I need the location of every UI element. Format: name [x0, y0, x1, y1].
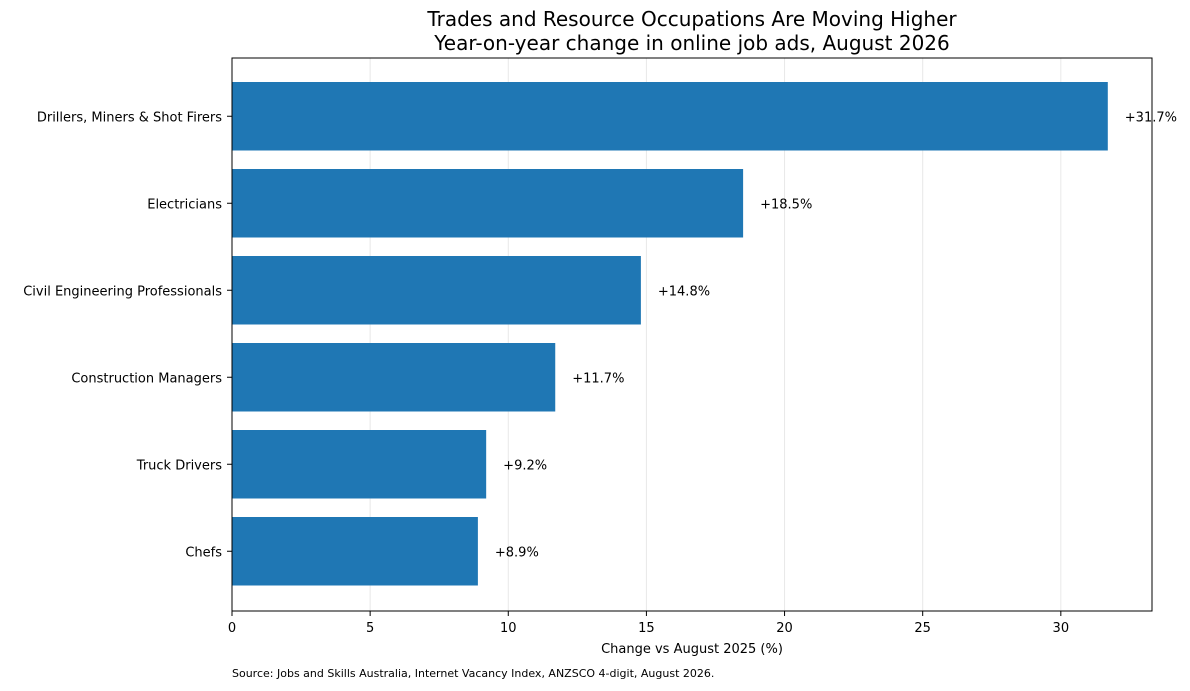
bar-value-label: +9.2% [503, 458, 547, 473]
x-tick-label: 30 [1053, 621, 1070, 636]
x-axis-label: Change vs August 2025 (%) [601, 642, 783, 657]
chart-subtitle: Year-on-year change in online job ads, A… [433, 31, 950, 55]
plot-frame [231, 57, 1153, 612]
bar [232, 517, 478, 586]
value-labels: +31.7% +18.5% +14.8% +11.7% +9.2% +8.9% [495, 110, 1177, 560]
chart-title: Trades and Resource Occupations Are Movi… [426, 7, 957, 31]
y-tick-label: Construction Managers [71, 371, 222, 386]
bar [232, 82, 1108, 151]
y-tick-label: Chefs [185, 545, 222, 560]
source-note: Source: Jobs and Skills Australia, Inter… [232, 667, 715, 680]
bar [232, 169, 744, 238]
x-tick-label: 0 [228, 621, 236, 636]
y-tick-label: Truck Drivers [136, 458, 222, 473]
x-tick-label: 15 [638, 621, 655, 636]
x-tick-label: 25 [914, 621, 931, 636]
bar [232, 256, 641, 325]
bars [232, 82, 1108, 586]
x-tick-label: 5 [366, 621, 374, 636]
bar-value-label: +14.8% [658, 284, 710, 299]
x-tick-label: 10 [500, 621, 517, 636]
y-tick-labels: Drillers, Miners & Shot Firers Electricia… [23, 110, 232, 560]
bar-value-label: +11.7% [572, 371, 624, 386]
x-tick-labels: 0 5 10 15 20 25 30 [228, 611, 1069, 636]
bar [232, 343, 556, 412]
y-tick-label: Electricians [147, 197, 222, 212]
x-tick-label: 20 [776, 621, 793, 636]
y-tick-label: Civil Engineering Professionals [23, 284, 222, 299]
bar-value-label: +31.7% [1125, 110, 1177, 125]
bar-value-label: +18.5% [760, 197, 812, 212]
bar-value-label: +8.9% [495, 545, 539, 560]
y-tick-label: Drillers, Miners & Shot Firers [37, 110, 222, 125]
bar [232, 430, 487, 499]
